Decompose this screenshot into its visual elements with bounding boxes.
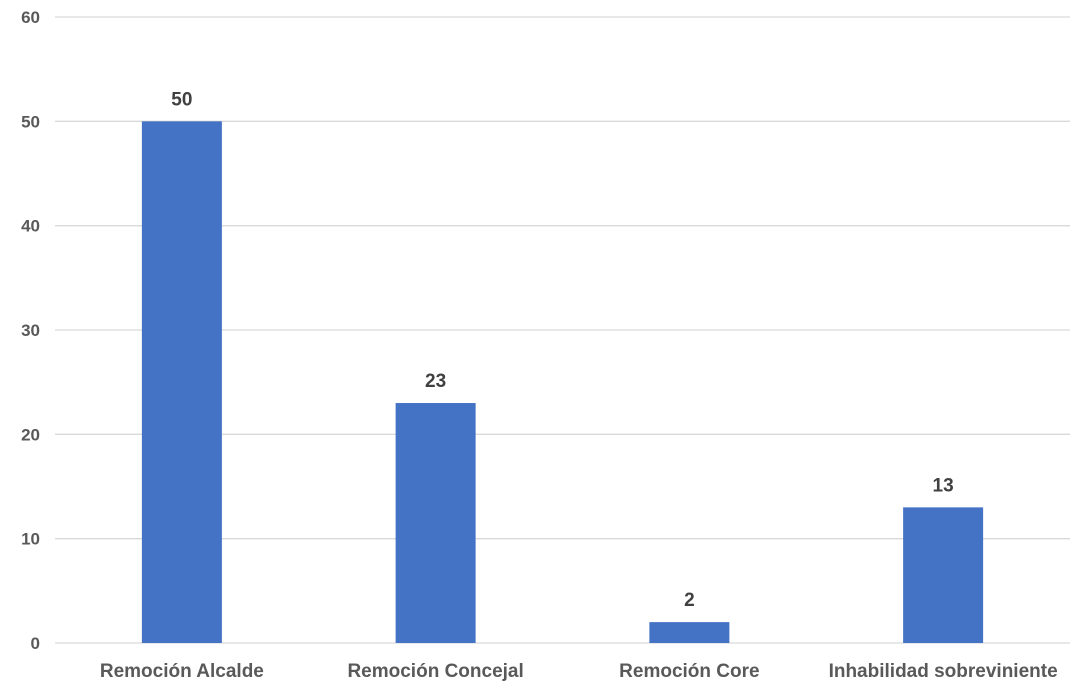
- x-category-label: Remoción Concejal: [347, 661, 523, 682]
- y-tick-label: 40: [21, 217, 40, 236]
- data-labels: 50 23 2 13: [171, 89, 953, 611]
- data-label: 13: [933, 475, 954, 496]
- x-axis-category-labels: Remoción Alcalde Remoción Concejal Remoció…: [100, 661, 1058, 682]
- y-tick-label: 50: [21, 112, 40, 131]
- y-tick-label: 30: [21, 321, 40, 340]
- data-label: 2: [684, 590, 695, 611]
- bar-1: [141, 121, 222, 644]
- x-category-label: Remoción Core: [619, 661, 759, 682]
- data-label: 50: [171, 89, 192, 110]
- y-axis-tick-labels: 0 10 20 30 40 50 60: [21, 8, 40, 653]
- y-tick-label: 0: [31, 634, 40, 653]
- bar-3: [649, 622, 730, 643]
- gridlines: [55, 16, 1070, 644]
- bar-2: [395, 403, 476, 643]
- y-tick-label: 10: [21, 530, 40, 549]
- x-category-label: Inhabilidad sobreviniente: [829, 661, 1058, 682]
- bar-4: [903, 507, 984, 643]
- bars: [141, 121, 984, 644]
- data-label: 23: [425, 371, 446, 392]
- y-tick-label: 60: [21, 8, 40, 27]
- x-category-label: Remoción Alcalde: [100, 661, 264, 682]
- y-tick-label: 20: [21, 425, 40, 444]
